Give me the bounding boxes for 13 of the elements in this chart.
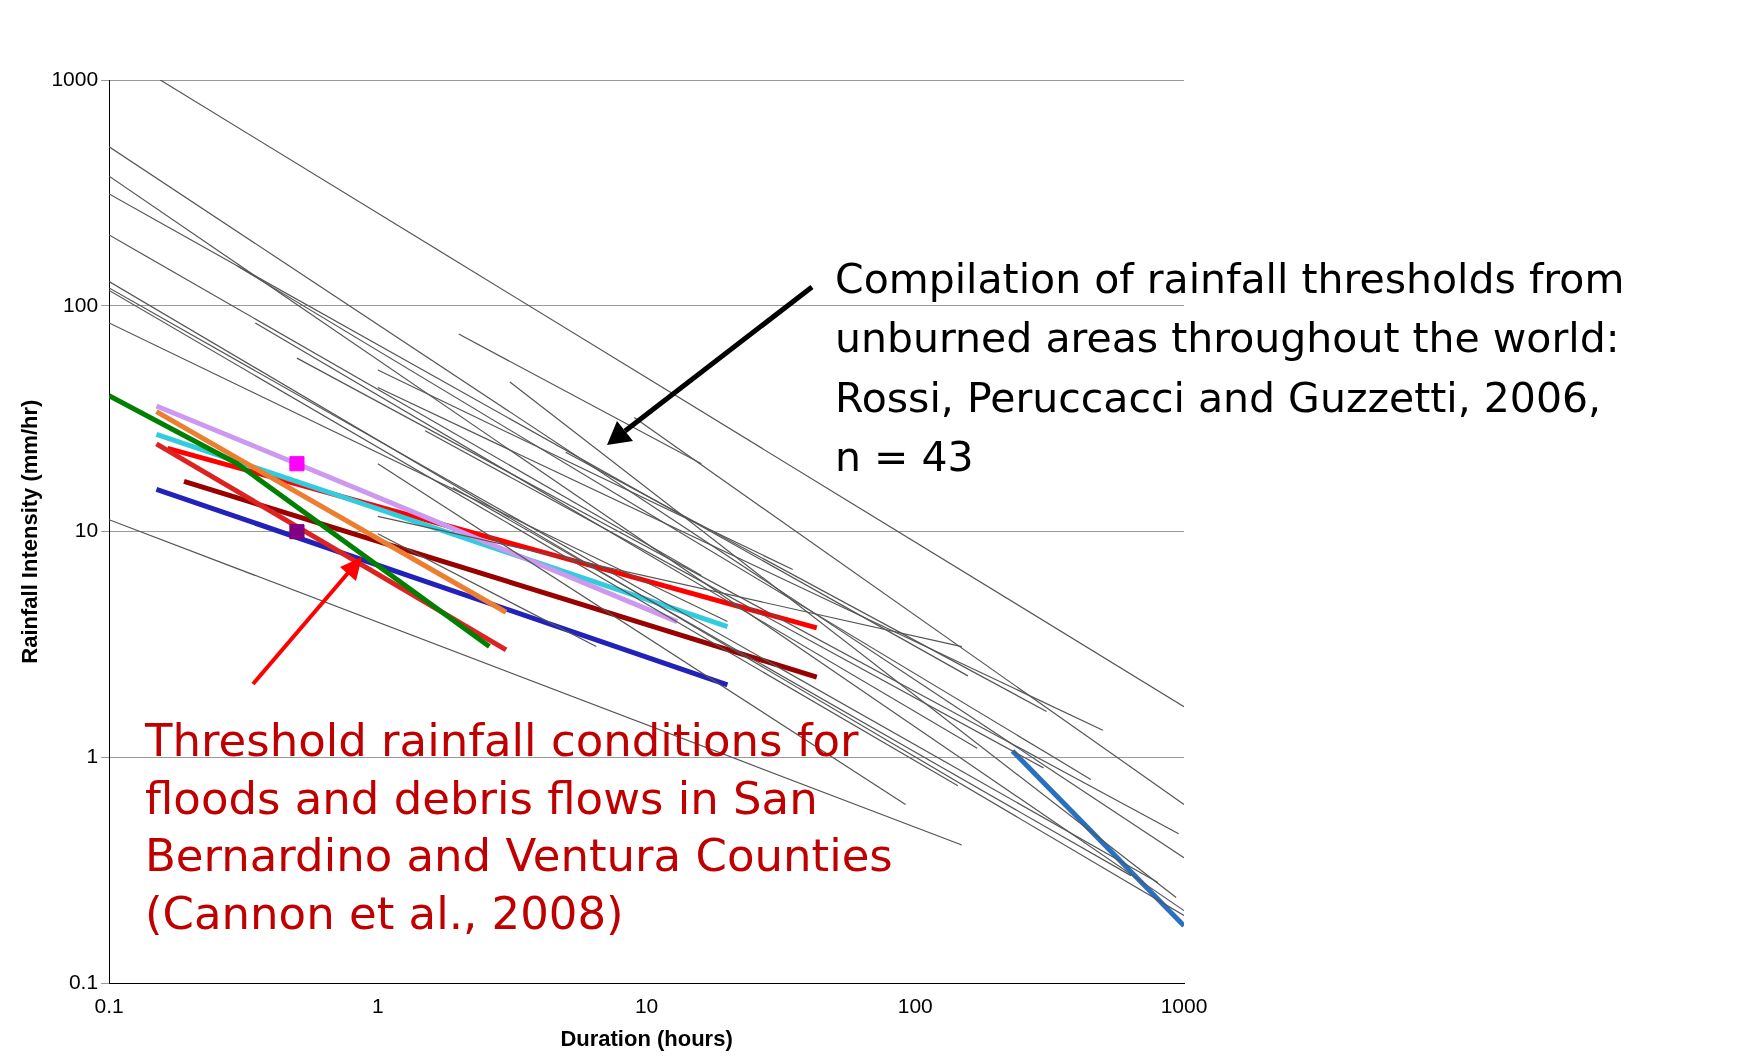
x-tick-label: 0.1 [94, 993, 124, 1017]
x-tick-label: 1000 [1160, 993, 1208, 1017]
y-tick-label: 1000 [51, 66, 99, 90]
y-tick-label: 0.1 [68, 970, 99, 994]
y-tick-label: 10 [74, 518, 99, 542]
x-tick-label: 1 [371, 993, 384, 1017]
x-tick-label: 100 [897, 993, 933, 1017]
annotation: Compilation of rainfall thresholds from unburned areas throughout the world: Rossi, Peruccacci and Guzzetti, 2006, n = 43 [835, 254, 1626, 484]
y-axis-title: Rainfall Intensity (mm/hr) [17, 399, 43, 664]
y-tick-label: 100 [63, 292, 99, 316]
x-axis-title: Duration (hours) [560, 1025, 733, 1051]
x-tick-label: 10 [634, 993, 659, 1017]
y-tick-label: 1 [86, 744, 99, 768]
